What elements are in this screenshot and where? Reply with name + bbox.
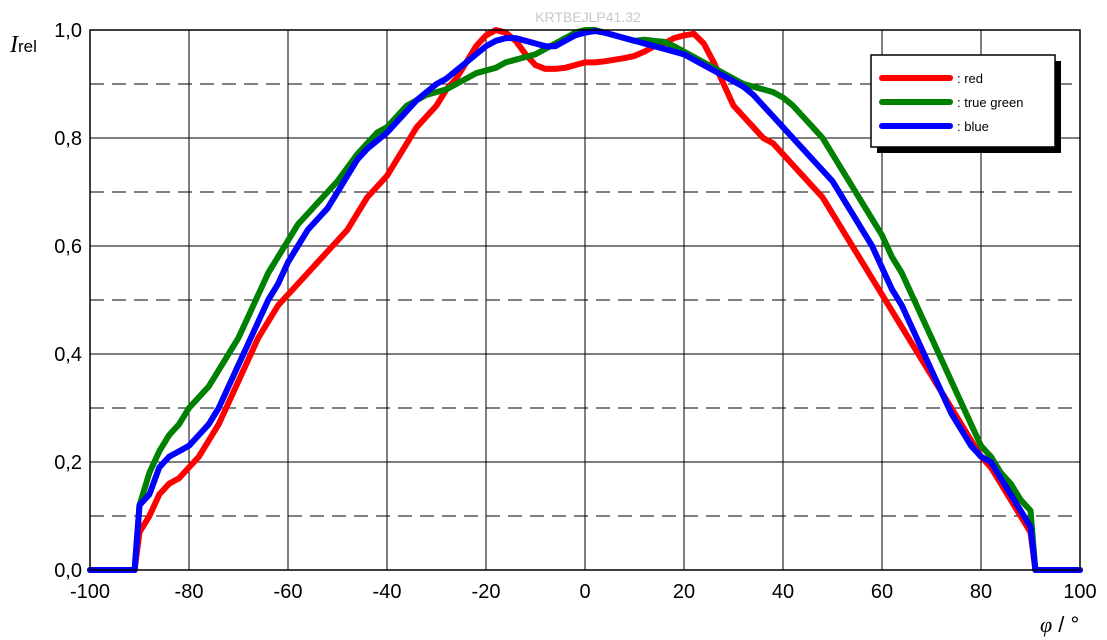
x-tick-label: 20 <box>673 581 695 603</box>
y-tick-label: 1,0 <box>54 20 82 42</box>
x-tick-label: 80 <box>970 581 992 603</box>
x-tick-label: 0 <box>579 581 590 603</box>
y-tick-label: 0,4 <box>54 344 82 366</box>
y-tick-label: 0,6 <box>54 236 82 258</box>
x-tick-label: -20 <box>472 581 501 603</box>
y-tick-label: 0,2 <box>54 452 82 474</box>
watermark: KRTBEJLP41.32 <box>535 9 641 25</box>
x-tick-label: 60 <box>871 581 893 603</box>
series-line-3 <box>87 28 1083 573</box>
legend-label: : red <box>957 71 983 86</box>
x-axis-label: φ / ° <box>1040 612 1079 637</box>
y-axis-symbol: I <box>9 32 19 58</box>
x-tick-label: -40 <box>373 581 402 603</box>
tick-labels: -100 -80 -60 -40 -20 0 20 40 60 80 100 0,0 0,2 0,4 0,6… <box>54 20 1097 603</box>
legend-label: : true green <box>957 95 1024 110</box>
x-tick-label: 100 <box>1063 581 1096 603</box>
x-tick-label: -60 <box>274 581 303 603</box>
x-tick-label: -80 <box>175 581 204 603</box>
series-line-1 <box>87 27 1083 573</box>
plot-frame <box>89 29 1081 571</box>
legend-label: : blue <box>957 119 989 134</box>
y-axis-label: Irel <box>9 32 37 58</box>
legend: : red : true green : blue <box>870 54 1061 153</box>
y-tick-label: 0,0 <box>54 560 82 582</box>
x-axis-symbol: φ <box>1040 612 1052 637</box>
x-tick-label: 40 <box>772 581 794 603</box>
y-axis-subscript: rel <box>18 37 37 56</box>
y-tick-label: 0,8 <box>54 128 82 150</box>
x-tick-label: -100 <box>70 581 110 603</box>
x-axis-unit: / ° <box>1052 612 1079 637</box>
legend-items: : red : true green : blue <box>879 71 1024 134</box>
